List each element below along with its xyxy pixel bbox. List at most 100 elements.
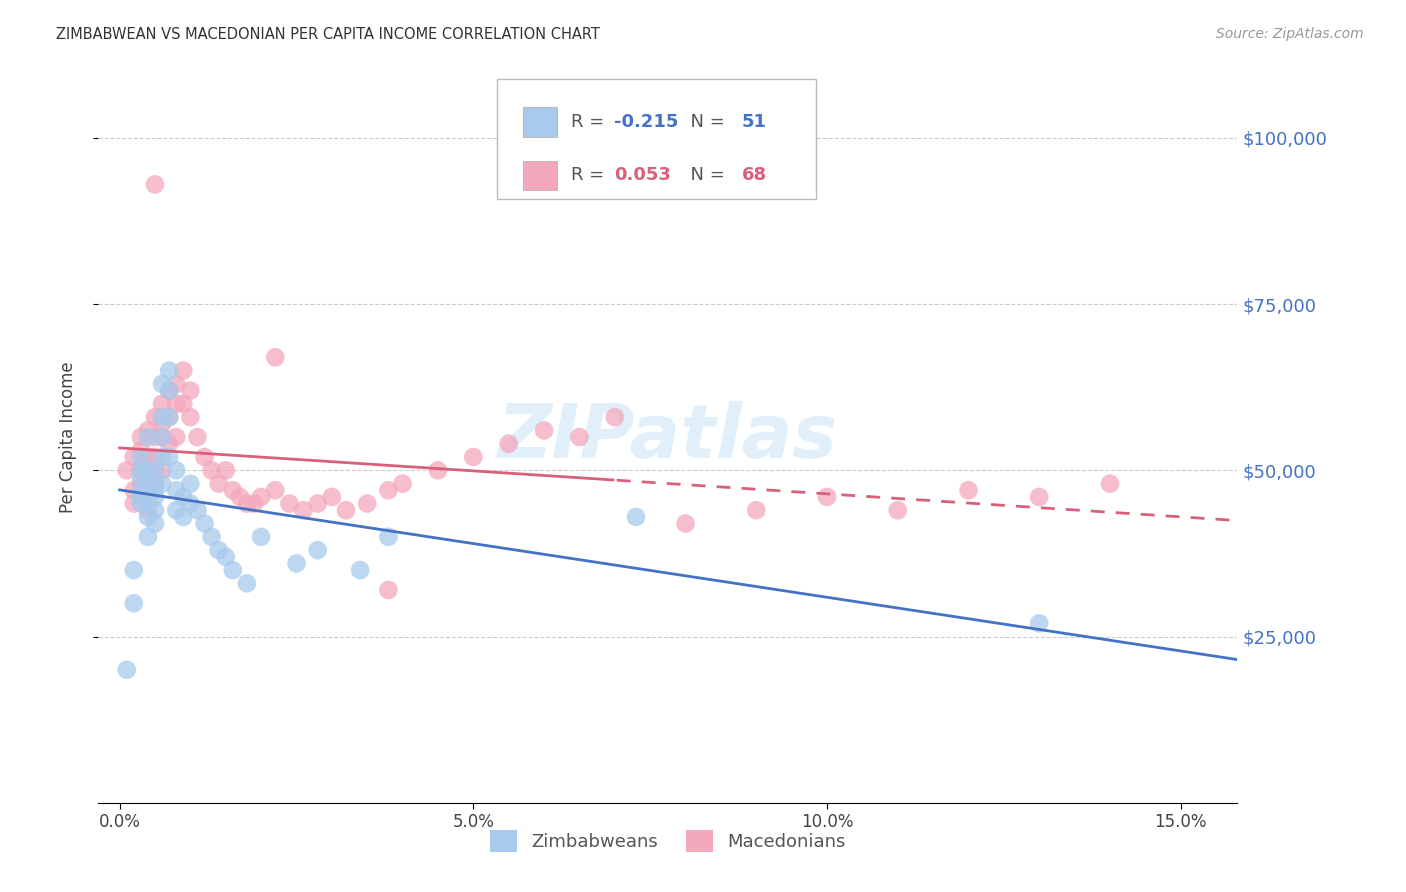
Point <box>136 530 159 544</box>
Point <box>215 549 238 564</box>
Point <box>179 497 201 511</box>
Point <box>165 397 187 411</box>
Point <box>193 516 215 531</box>
Point <box>129 463 152 477</box>
Point <box>136 503 159 517</box>
Text: -0.215: -0.215 <box>614 113 679 131</box>
Point <box>143 503 166 517</box>
Point <box>136 476 159 491</box>
Point <box>157 436 180 450</box>
Point <box>172 509 194 524</box>
Point <box>957 483 980 498</box>
Point <box>143 476 166 491</box>
Point <box>150 376 173 391</box>
Point <box>236 576 259 591</box>
Point <box>815 490 838 504</box>
Point <box>143 463 166 477</box>
Point <box>229 490 252 504</box>
Point <box>129 463 152 477</box>
Point <box>250 490 273 504</box>
Point <box>150 450 173 464</box>
Point <box>179 476 201 491</box>
Point <box>143 178 166 192</box>
Point <box>533 424 555 438</box>
Point <box>186 430 208 444</box>
Point <box>377 483 399 498</box>
Point <box>143 516 166 531</box>
Point <box>172 363 194 377</box>
Point <box>307 497 329 511</box>
Point <box>150 397 173 411</box>
Point <box>150 463 173 477</box>
Point <box>136 497 159 511</box>
Point <box>264 351 287 365</box>
Point <box>143 450 166 464</box>
Point <box>129 490 152 504</box>
Point <box>215 463 238 477</box>
Point <box>675 516 697 531</box>
Point <box>1028 616 1050 631</box>
Point <box>426 463 449 477</box>
Point <box>179 384 201 398</box>
Point <box>150 410 173 425</box>
Point <box>115 463 138 477</box>
Point <box>179 410 201 425</box>
Point <box>136 509 159 524</box>
FancyBboxPatch shape <box>498 78 815 200</box>
Point <box>165 503 187 517</box>
Point <box>129 430 152 444</box>
Point <box>157 410 180 425</box>
Point <box>115 663 138 677</box>
Point <box>603 410 626 425</box>
Text: N =: N = <box>679 113 731 131</box>
Point <box>887 503 910 517</box>
Point <box>1098 476 1121 491</box>
Point <box>165 463 187 477</box>
Point <box>165 483 187 498</box>
Point <box>129 470 152 484</box>
Point <box>222 483 245 498</box>
Point <box>157 384 180 398</box>
Point <box>335 503 357 517</box>
Point <box>208 543 231 558</box>
Point <box>122 450 145 464</box>
Text: N =: N = <box>679 166 731 185</box>
Point <box>193 450 215 464</box>
Point <box>136 483 159 498</box>
Text: 68: 68 <box>742 166 768 185</box>
Point <box>165 430 187 444</box>
Point <box>377 530 399 544</box>
Point <box>292 503 315 517</box>
Point <box>172 397 194 411</box>
Point <box>143 463 166 477</box>
Point <box>136 430 159 444</box>
Text: ZIMBABWEAN VS MACEDONIAN PER CAPITA INCOME CORRELATION CHART: ZIMBABWEAN VS MACEDONIAN PER CAPITA INCO… <box>56 27 600 42</box>
Point <box>498 436 520 450</box>
Point <box>129 476 152 491</box>
Point <box>377 582 399 597</box>
Point <box>285 557 308 571</box>
Point <box>150 417 173 431</box>
Point <box>143 410 166 425</box>
Point <box>236 497 259 511</box>
Point <box>136 463 159 477</box>
Bar <box>523 161 557 190</box>
Point <box>1028 490 1050 504</box>
Point <box>157 363 180 377</box>
Point <box>243 497 266 511</box>
Point <box>624 509 647 524</box>
Point <box>143 490 166 504</box>
Point <box>143 483 166 498</box>
Point <box>150 430 173 444</box>
Point <box>165 376 187 391</box>
Point <box>356 497 378 511</box>
Point <box>157 384 180 398</box>
Legend: Zimbabweans, Macedonians: Zimbabweans, Macedonians <box>484 823 852 860</box>
Text: R =: R = <box>571 113 610 131</box>
Point <box>143 476 166 491</box>
Point <box>122 563 145 577</box>
Point <box>129 497 152 511</box>
Point <box>143 430 166 444</box>
Text: ZIPatlas: ZIPatlas <box>498 401 838 474</box>
Point <box>150 430 173 444</box>
